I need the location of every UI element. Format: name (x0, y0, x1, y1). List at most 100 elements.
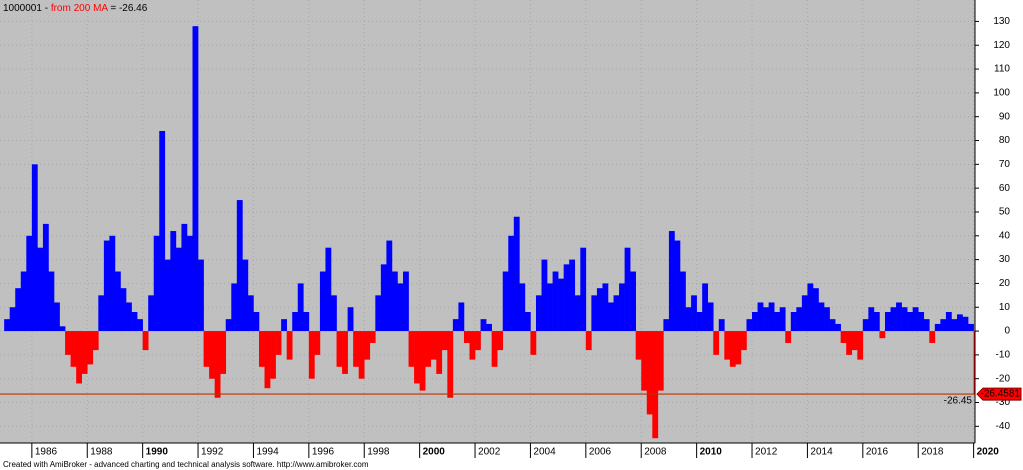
bar (170, 231, 177, 332)
bar (646, 331, 653, 415)
x-tick-label: 2002 (478, 447, 501, 458)
y-tick-label: -20 (996, 373, 1011, 384)
bar (862, 319, 869, 332)
bar (37, 247, 44, 332)
bar (463, 331, 470, 343)
bar (740, 331, 747, 351)
bar (508, 235, 515, 332)
bar (441, 331, 448, 351)
bar (126, 302, 132, 332)
axes: -40 -30 -20 -10 0 10 20 30 40 50 60 70 80 90 100 110 120… (0, 0, 1022, 458)
bar (641, 331, 648, 391)
bar (325, 247, 332, 332)
bar (591, 295, 598, 332)
y-tick-label: 60 (999, 183, 1011, 194)
bar (281, 319, 287, 332)
bar (779, 307, 786, 332)
bar (851, 331, 858, 351)
bar (840, 331, 847, 343)
bar (419, 331, 426, 391)
bar (680, 271, 686, 332)
bar (198, 259, 204, 332)
bar (303, 312, 310, 332)
bar (270, 331, 276, 379)
title-prefix: 1000001 - (3, 3, 48, 14)
bar (951, 319, 958, 332)
bar (602, 283, 609, 332)
reference-label: -26.45 (944, 396, 973, 407)
bar (292, 312, 299, 332)
title-value: -26.46 (119, 3, 148, 14)
bar (962, 316, 969, 332)
x-tick-label: 1990 (146, 447, 169, 458)
y-tick-label: 130 (993, 16, 1010, 27)
value-marker-label: -26.4581 (981, 389, 1021, 400)
bar (580, 247, 587, 332)
bar (768, 302, 775, 332)
y-tick-label: 100 (993, 88, 1010, 99)
x-tick-label: 2012 (755, 447, 778, 458)
x-tick-label: 1994 (256, 447, 279, 458)
bar (181, 223, 188, 332)
bar (713, 331, 720, 355)
bar (70, 331, 77, 367)
bar (142, 331, 149, 351)
bar (729, 331, 736, 367)
x-tick-label: 2014 (810, 447, 833, 458)
bar (585, 331, 592, 351)
x-tick-label: 1988 (90, 447, 113, 458)
bar (724, 331, 731, 360)
bar (796, 307, 803, 332)
y-tick-label: 50 (999, 207, 1011, 218)
bar (319, 271, 326, 332)
bar (752, 312, 758, 332)
bar (297, 283, 304, 332)
bar (314, 331, 321, 355)
bar (707, 302, 714, 332)
bar (574, 295, 581, 332)
bar (414, 331, 420, 384)
bar (934, 323, 941, 332)
bar (818, 302, 825, 332)
bar (20, 271, 27, 332)
bar (436, 331, 443, 374)
bar (275, 331, 282, 355)
bar (569, 259, 576, 332)
bar (447, 331, 454, 398)
bar (137, 319, 143, 332)
bar (369, 331, 376, 343)
plot-area (0, 0, 975, 443)
bar (940, 319, 947, 332)
bar (308, 331, 315, 379)
bar (774, 312, 781, 332)
bar (635, 331, 642, 360)
chart-title: 1000001 - from 200 MA = -26.46 (3, 3, 148, 14)
bar (857, 331, 864, 360)
bar (907, 312, 913, 332)
bar (480, 319, 487, 332)
bar (973, 331, 976, 395)
bar (607, 302, 614, 332)
bar (164, 259, 171, 332)
x-tick-label: 1986 (35, 447, 58, 458)
x-tick-label: 1992 (201, 447, 224, 458)
bar (131, 312, 138, 332)
bar (491, 331, 498, 367)
bar (175, 247, 182, 332)
bar (286, 331, 293, 360)
bar (718, 319, 725, 332)
bar (231, 283, 238, 332)
x-tick-label: 2020 (977, 447, 1000, 458)
y-tick-label: 0 (1004, 326, 1010, 337)
bar (497, 331, 504, 351)
y-tick-label: 30 (999, 254, 1011, 265)
bar (76, 331, 83, 384)
bar (65, 331, 71, 355)
bar (42, 223, 49, 332)
bar (148, 295, 155, 332)
bar (336, 331, 343, 367)
bar (159, 130, 166, 332)
bar (541, 259, 548, 332)
y-tick-label: 90 (999, 111, 1011, 122)
